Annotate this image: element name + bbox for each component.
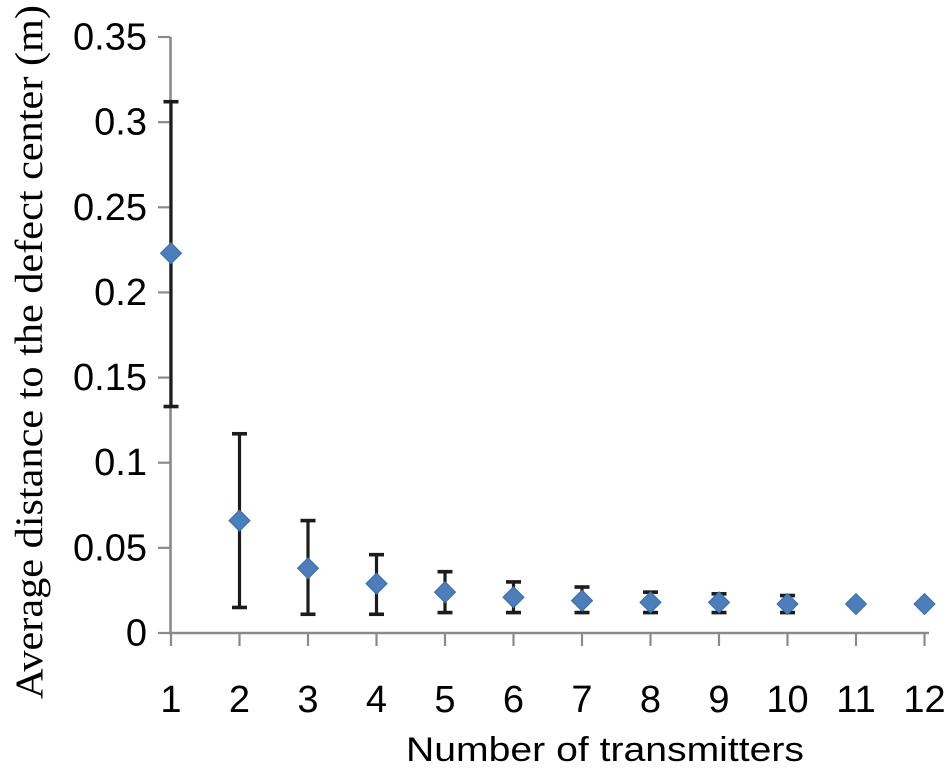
data-point-marker	[228, 509, 251, 532]
y-tick-label: 0.2	[94, 272, 147, 314]
y-tick-label: 0.3	[94, 102, 147, 144]
data-point-marker	[433, 580, 457, 604]
data-point-marker	[913, 592, 936, 616]
x-tick-label: 5	[434, 679, 455, 721]
data-point-marker	[570, 589, 594, 612]
x-tick-label: 2	[229, 679, 250, 721]
x-tick-label: 4	[366, 679, 387, 721]
y-tick-label: 0.1	[94, 442, 147, 484]
plot-area: 00.050.10.150.20.250.30.351 2 3 4 5 6 7 8 9 10 11 1…	[73, 17, 946, 722]
x-tick-label: 6	[503, 679, 524, 721]
y-tick-label: 0.25	[73, 187, 147, 229]
x-tick-label: 9	[708, 679, 729, 721]
data-point-marker	[639, 591, 662, 614]
x-tick-label: 10	[766, 679, 808, 721]
x-tick-label: 8	[640, 679, 661, 721]
data-point-marker	[707, 591, 731, 614]
x-tick-label: 3	[297, 679, 318, 721]
x-axis-title: Number of transmitters	[406, 731, 804, 769]
y-tick-label: 0.05	[73, 527, 147, 569]
data-point-marker	[844, 592, 868, 616]
data-point-marker	[365, 572, 388, 595]
data-point-marker	[776, 592, 799, 616]
data-point-marker	[502, 586, 525, 609]
y-tick-label: 0.35	[73, 17, 147, 59]
y-tick-label: 0	[126, 613, 147, 655]
data-point-marker	[159, 242, 183, 265]
y-axis-title: Average distance to the defect center (m…	[8, 5, 51, 699]
x-tick-label: 11	[836, 679, 875, 721]
x-tick-label: 7	[571, 679, 592, 721]
y-tick-label: 0.15	[73, 357, 147, 399]
data-point-marker	[296, 557, 320, 580]
x-tick-label: 12	[903, 679, 945, 721]
x-tick-label: 1	[160, 679, 181, 721]
